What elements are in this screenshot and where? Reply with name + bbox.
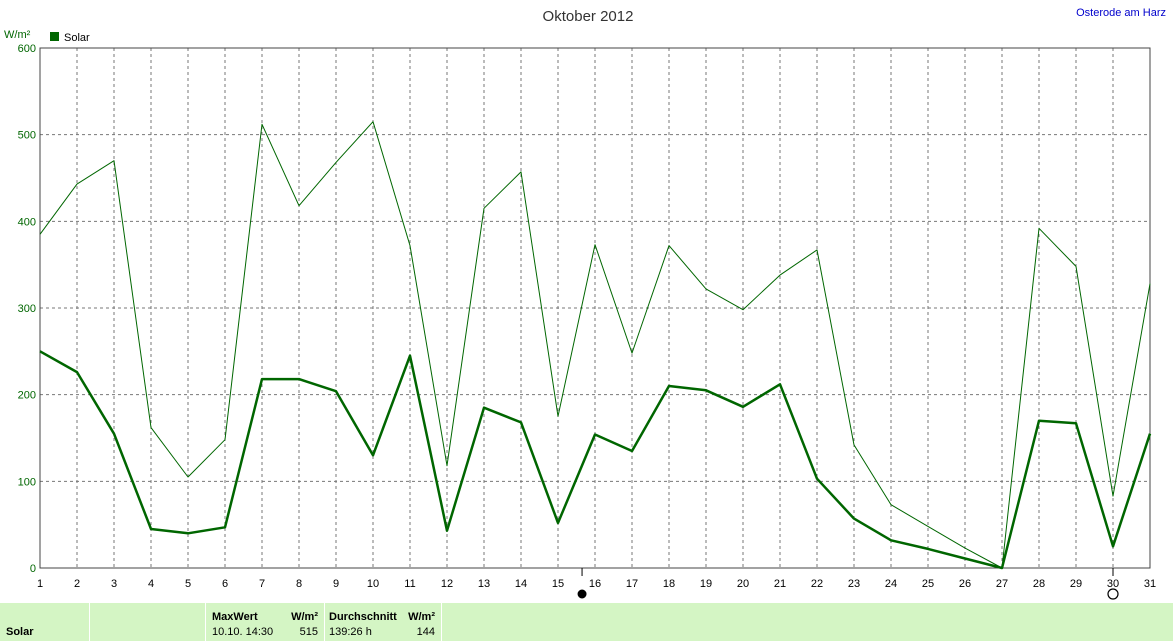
x-tick-label: 10: [367, 578, 379, 590]
y-axis-ticks: 0 100 200 300 400 500 600: [18, 43, 36, 575]
footer-avg-duration: 139:26 h: [329, 626, 372, 638]
new-moon-icon: [577, 589, 587, 599]
y-tick-label: 600: [18, 43, 36, 55]
footer-series-label: Solar: [6, 626, 34, 638]
x-tick-label: 23: [848, 578, 860, 590]
legend-swatch: [50, 32, 59, 41]
x-tick-label: 7: [259, 578, 265, 590]
x-tick-label: 18: [663, 578, 675, 590]
x-tick-label: 11: [404, 578, 415, 590]
x-tick-label: 17: [626, 578, 638, 590]
y-tick-label: 100: [18, 476, 36, 488]
x-tick-label: 2: [74, 578, 80, 590]
x-tick-label: 26: [959, 578, 971, 590]
x-tick-label: 8: [296, 578, 302, 590]
x-tick-label: 12: [441, 578, 453, 590]
plot-frame: [39, 47, 1151, 569]
x-tick-label: 9: [333, 578, 339, 590]
series-lines: [39, 121, 1152, 570]
y-tick-label: 400: [18, 216, 36, 228]
series-line-average: [39, 350, 1152, 570]
footer-avg-value: 144: [416, 626, 435, 638]
summary-footer: Solar MaxWert W/m² 10.10. 14:30 515 Durc…: [0, 603, 1173, 641]
x-tick-label: 22: [811, 578, 823, 590]
x-tick-label: 20: [737, 578, 749, 590]
y-tick-label: 200: [18, 390, 36, 402]
footer-avg-cell: Durchschnitt W/m² 139:26 h 144: [325, 603, 441, 641]
x-tick-label: 13: [478, 578, 490, 590]
location-label[interactable]: Osterode am Harz: [1076, 7, 1166, 19]
x-tick-label: 15: [552, 578, 564, 590]
x-tick-label: 5: [185, 578, 191, 590]
footer-max-header: MaxWert: [212, 611, 258, 623]
x-tick-label: 19: [700, 578, 712, 590]
footer-series-cell: Solar: [0, 603, 89, 641]
x-tick-label: 4: [148, 578, 154, 590]
footer-rest-cell: [442, 603, 1173, 641]
x-tick-label: 25: [922, 578, 934, 590]
footer-avg-unit: W/m²: [408, 611, 435, 623]
x-tick-label: 30: [1107, 578, 1119, 590]
x-tick-label: 24: [885, 578, 897, 590]
full-moon-icon: [1107, 588, 1119, 600]
y-tick-label: 500: [18, 130, 36, 142]
x-tick-label: 16: [589, 578, 601, 590]
footer-blank-cell: [90, 603, 205, 641]
grid-lines: [39, 47, 1151, 569]
x-tick-label: 14: [515, 578, 527, 590]
y-tick-label: 300: [18, 303, 36, 315]
x-tick-label: 28: [1033, 578, 1045, 590]
y-axis-unit: W/m²: [4, 29, 31, 41]
x-tick-label: 29: [1070, 578, 1082, 590]
chart-title: Oktober 2012: [543, 8, 634, 25]
footer-avg-header: Durchschnitt: [329, 611, 397, 623]
x-tick-label: 27: [996, 578, 1008, 590]
moon-markers: [577, 568, 1119, 600]
x-axis-ticks: 1 2 3 4 5 6 7 8 9 10 11 12 13 14 15 16 17 18 19 20 21 22 23 24 2…: [37, 578, 1156, 590]
x-tick-label: 31: [1144, 578, 1156, 590]
x-tick-label: 6: [222, 578, 228, 590]
footer-max-time: 10.10. 14:30: [212, 626, 274, 638]
x-tick-label: 21: [774, 578, 786, 590]
y-tick-label: 0: [30, 563, 36, 575]
solar-chart: Oktober 2012 Osterode am Harz W/m² Solar…: [4, 7, 1166, 600]
legend-label: Solar: [64, 32, 90, 44]
series-line-max: [39, 121, 1151, 569]
footer-max-value: 515: [299, 626, 318, 638]
x-tick-label: 3: [111, 578, 117, 590]
footer-max-unit: W/m²: [291, 611, 318, 623]
x-tick-label: 1: [37, 578, 43, 590]
footer-max-cell: MaxWert W/m² 10.10. 14:30 515: [206, 603, 324, 641]
